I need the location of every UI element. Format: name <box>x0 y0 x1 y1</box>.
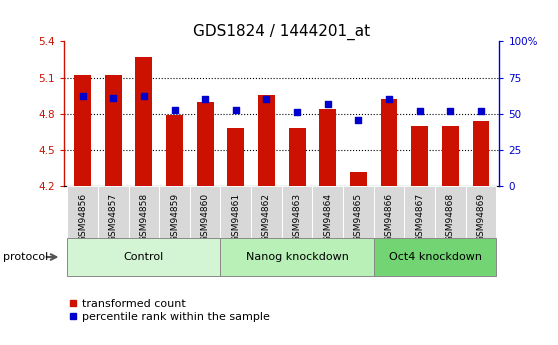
Text: GSM94862: GSM94862 <box>262 193 271 242</box>
Point <box>354 117 363 122</box>
Point <box>140 94 148 99</box>
Text: GSM94867: GSM94867 <box>415 193 424 242</box>
Bar <box>67 238 220 276</box>
Bar <box>228 128 244 186</box>
Bar <box>405 186 435 238</box>
Title: GDS1824 / 1444201_at: GDS1824 / 1444201_at <box>193 24 371 40</box>
Bar <box>105 75 122 186</box>
Bar <box>374 186 405 238</box>
Point <box>477 108 485 114</box>
Point <box>201 97 210 102</box>
Point <box>78 94 87 99</box>
Text: Nanog knockdown: Nanog knockdown <box>246 252 349 262</box>
Text: GSM94856: GSM94856 <box>78 193 87 242</box>
Bar <box>258 95 275 186</box>
Bar <box>319 109 336 186</box>
Point <box>232 107 240 112</box>
Point <box>446 108 455 114</box>
Point <box>109 95 118 101</box>
Point <box>384 97 393 102</box>
Bar <box>128 186 159 238</box>
Bar <box>197 102 214 186</box>
Bar <box>473 121 489 186</box>
Text: GSM94866: GSM94866 <box>384 193 393 242</box>
Text: GSM94859: GSM94859 <box>170 193 179 242</box>
Bar <box>312 186 343 238</box>
Point <box>262 97 271 102</box>
Bar <box>288 128 306 186</box>
Bar <box>74 75 91 186</box>
Legend: transformed count, percentile rank within the sample: transformed count, percentile rank withi… <box>70 299 270 322</box>
Text: GSM94863: GSM94863 <box>292 193 302 242</box>
Bar <box>136 57 152 186</box>
Text: GSM94869: GSM94869 <box>477 193 485 242</box>
Text: GSM94860: GSM94860 <box>201 193 210 242</box>
Bar <box>343 186 374 238</box>
Bar <box>251 186 282 238</box>
Bar <box>381 99 397 186</box>
Text: GSM94857: GSM94857 <box>109 193 118 242</box>
Text: Oct4 knockdown: Oct4 knockdown <box>388 252 482 262</box>
Bar <box>282 186 312 238</box>
Bar <box>98 186 128 238</box>
Bar <box>220 186 251 238</box>
Bar <box>350 172 367 186</box>
Bar <box>159 186 190 238</box>
Text: GSM94861: GSM94861 <box>232 193 240 242</box>
Text: Control: Control <box>124 252 164 262</box>
Bar <box>190 186 220 238</box>
Bar <box>411 126 428 186</box>
Text: GSM94868: GSM94868 <box>446 193 455 242</box>
Point <box>415 108 424 114</box>
Text: GSM94858: GSM94858 <box>140 193 148 242</box>
Bar <box>67 186 98 238</box>
Point <box>170 107 179 112</box>
Bar <box>435 186 466 238</box>
Bar <box>374 238 497 276</box>
Bar <box>220 238 374 276</box>
Text: GSM94865: GSM94865 <box>354 193 363 242</box>
Point <box>323 101 332 107</box>
Point <box>292 110 301 115</box>
Text: GSM94864: GSM94864 <box>323 193 332 242</box>
Bar <box>466 186 497 238</box>
Bar <box>442 126 459 186</box>
Text: protocol: protocol <box>3 252 48 262</box>
Bar <box>166 115 183 186</box>
